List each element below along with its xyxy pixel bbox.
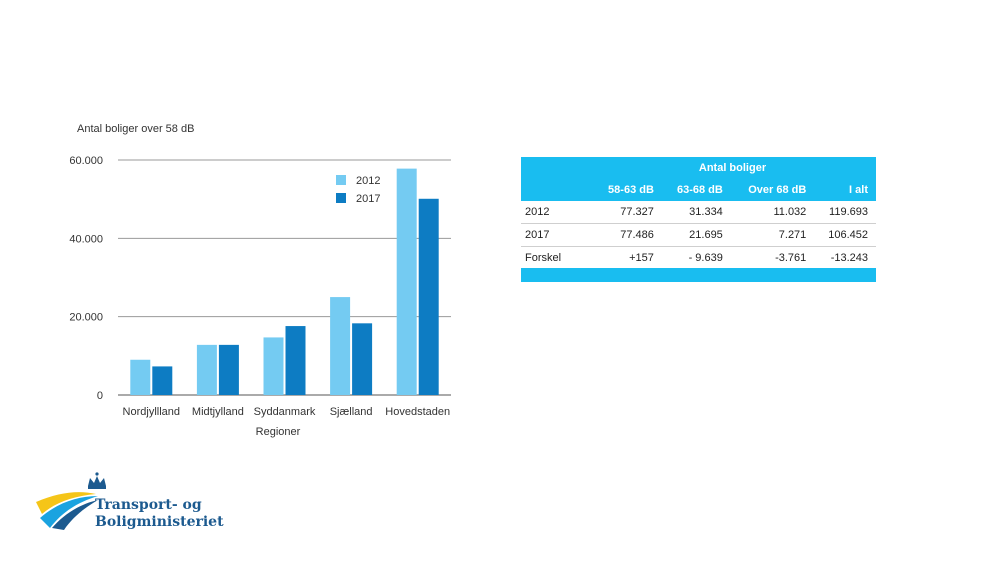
table-footer-bar [521,268,876,282]
ministry-logo-text: Transport- og Boligministeriet [95,497,224,531]
table-row: 2012 77.327 31.334 11.032 119.693 [521,201,876,224]
row-label: Forskel [525,252,562,264]
table-cell: 21.695 [661,223,731,247]
bar-2012-Nordjyllland [130,359,151,395]
legend-swatch [336,193,346,203]
table-cell: 119.693 [814,201,876,224]
y-tick-label: 60.000 [69,155,103,167]
row-label: 2012 [521,201,593,224]
y-tick-label: 0 [97,390,103,402]
x-tick-label: Syddanmark [254,406,316,418]
table-cell: 7.271 [730,223,815,247]
bar-2017-Hovedstaden [418,198,439,395]
col-header: I alt [814,179,876,201]
bar-chart: 0 20.000 40.000 60.000 Nordjyllland Midtjyll… [69,155,451,438]
table-row: 2017 77.486 21.695 7.271 106.452 [521,223,876,247]
y-tick-label: 40.000 [69,233,103,245]
table-cell: 77.327 [593,201,662,224]
table-cell: 77.486 [593,223,662,247]
col-header: Over 68 dB [730,179,815,201]
table-group-header: Antal boliger [593,157,876,179]
chart-x-axis-title: Regioner [256,426,301,438]
bar-2012-Hovedstaden [396,168,417,395]
col-header: 63-68 dB [661,179,731,201]
table-row: Forskel +157 - 9.639 -3.761 -13.243 [521,247,876,270]
table-cell: 11.032 [730,201,815,224]
bar-2012-Midtjylland [196,344,217,395]
chart-y-axis-title: Antal boliger over 58 dB [77,123,195,135]
bar-2017-Sjælland [352,323,373,395]
table-cell: -3.761 [775,252,807,264]
bar-2017-Nordjyllland [152,366,173,395]
table-corner [521,157,593,179]
y-tick-label: 20.000 [69,312,103,324]
bar-2012-Syddanmark [263,337,284,395]
legend-label: 2017 [356,193,380,205]
table-cell: 31.334 [661,201,731,224]
row-label: 2017 [521,223,593,247]
table-cell: -13.243 [830,252,868,264]
bar-2017-Midtjylland [218,344,239,395]
ministry-logo [36,472,106,530]
table-cell: 106.452 [814,223,876,247]
bar-2017-Syddanmark [285,326,306,395]
x-tick-label: Midtjylland [192,406,244,418]
x-tick-label: Hovedstaden [385,406,450,418]
col-header: 58-63 dB [593,179,662,201]
logo-line-2: Boligministeriet [95,514,224,530]
data-table: Antal boliger 58-63 dB 63-68 dB Over 68 … [521,157,876,269]
bar-2012-Sjælland [330,297,351,395]
legend-label: 2012 [356,175,380,187]
x-tick-label: Sjælland [330,406,373,418]
legend-swatch [336,175,346,185]
table-cell: +157 [629,252,654,264]
table-cell: - 9.639 [688,252,723,264]
logo-line-1: Transport- og [95,497,202,513]
road-swoosh-icon [36,492,98,530]
x-tick-label: Nordjyllland [123,406,180,418]
table-corner-2 [521,179,593,201]
crown-icon [88,472,106,489]
